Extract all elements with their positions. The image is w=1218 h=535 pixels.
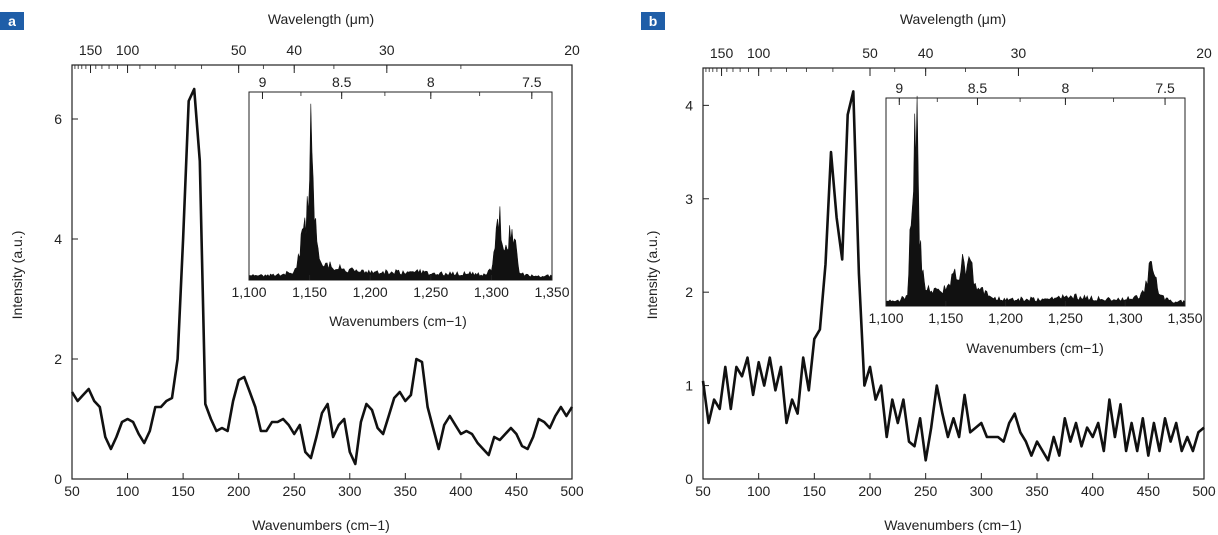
panel-a-y-tick-label: 4 — [54, 231, 62, 247]
panel-a-x-tick-label: 100 — [116, 483, 140, 499]
panel-a-x-tick-label: 400 — [449, 483, 473, 499]
panel-b-inset-x-tick-label: 1,100 — [868, 310, 903, 326]
panel-b-inset-spectrum — [885, 95, 1186, 307]
panel-b-top-tick-label: 40 — [918, 45, 934, 61]
panel-b-x-tick-label: 50 — [695, 483, 711, 499]
panel-b-x-tick-label: 350 — [1025, 483, 1049, 499]
panel-a-top-tick-label: 100 — [116, 42, 140, 58]
panel-a-top-axis-title: Wavelength (μm) — [268, 11, 374, 27]
panel-a-x-tick-label: 200 — [227, 483, 251, 499]
panel-a-inset: 1,100 1,150 1,200 1,250 1,300 1,350 9 8.5 8 7.5 — [231, 74, 569, 300]
panel-a-inset-spectrum — [248, 103, 553, 281]
panel-a-top-tick-label: 20 — [564, 42, 580, 58]
panel-b-x-tick-label: 400 — [1081, 483, 1105, 499]
panel-a-inset-top-tick-label: 7.5 — [522, 74, 542, 90]
panel-a-x-tick-label: 350 — [394, 483, 418, 499]
panel-b-top-tick-label: 20 — [1196, 45, 1212, 61]
panel-a-top-tick-label: 30 — [379, 42, 395, 58]
panel-a-plot-frame — [71, 64, 573, 480]
panel-b-plot: 50 100 150 200 250 300 350 400 450 500 0 1 2 3 4 150 100… — [685, 45, 1216, 499]
panel-b-inset-x-tick-label: 1,300 — [1108, 310, 1143, 326]
panel-a-inset-x-axis-title: Wavenumbers (cm−1) — [329, 313, 467, 329]
panel-b-y-tick-label: 1 — [685, 378, 693, 394]
panel-a-spectrum-line — [70, 87, 574, 466]
panel-b-inset-x-tick-label: 1,350 — [1167, 310, 1202, 326]
panel-a-x-tick-label: 500 — [560, 483, 584, 499]
panel-b-y-tick-label: 3 — [685, 191, 693, 207]
panel-a-inset-x-tick-label: 1,200 — [353, 284, 388, 300]
panel-b-y-tick-label: 2 — [685, 284, 693, 300]
panel-b-inset-top-tick-label: 7.5 — [1155, 80, 1175, 96]
panel-b-x-tick-label: 150 — [803, 483, 827, 499]
panel-b-x-tick-label: 450 — [1137, 483, 1161, 499]
panel-b-inset-top-tick-label: 8 — [1062, 80, 1070, 96]
panel-a: a Wavelength (μm) Wavenumbers (cm−1) Int… — [0, 11, 584, 533]
panel-a-top-tick-label: 40 — [286, 42, 302, 58]
panel-a-inset-x-tick-label: 1,100 — [231, 284, 266, 300]
panel-b-top-tick-label: 50 — [862, 45, 878, 61]
panel-b-x-tick-label: 100 — [747, 483, 771, 499]
panel-b: b Wavelength (μm) Wavenumbers (cm−1) Int… — [641, 11, 1216, 533]
panel-b-letter: b — [649, 13, 658, 29]
panel-b-plot-frame — [702, 67, 1205, 480]
panel-a-y-tick-label: 0 — [54, 471, 62, 487]
panel-b-x-axis-title: Wavenumbers (cm−1) — [884, 517, 1022, 533]
panel-a-top-tick-label: 50 — [231, 42, 247, 58]
panel-b-x-tick-label: 300 — [970, 483, 994, 499]
panel-b-top-tick-label: 100 — [747, 45, 771, 61]
panel-b-x-tick-label: 500 — [1192, 483, 1216, 499]
panel-b-y-tick-label: 0 — [685, 471, 693, 487]
panel-a-inset-x-tick-label: 1,150 — [292, 284, 327, 300]
panel-b-inset-x-tick-label: 1,150 — [928, 310, 963, 326]
panel-a-y-tick-label: 6 — [54, 111, 62, 127]
panel-b-inset-top-tick-label: 9 — [895, 80, 903, 96]
panel-a-x-tick-label: 300 — [338, 483, 362, 499]
panel-a-x-tick-label: 250 — [283, 483, 307, 499]
panel-b-top-tick-label: 150 — [710, 45, 734, 61]
panel-b-y-axis-title: Intensity (a.u.) — [644, 231, 660, 320]
panel-b-inset-top-tick-label: 8.5 — [968, 80, 988, 96]
panel-b-inset-x-tick-label: 1,200 — [988, 310, 1023, 326]
panel-a-inset-x-tick-label: 1,350 — [534, 284, 569, 300]
panel-b-inset: 1,100 1,150 1,200 1,250 1,300 1,350 9 8.5 8 7.5 — [868, 80, 1202, 326]
panel-b-top-axis-title: Wavelength (μm) — [900, 11, 1006, 27]
panel-b-y-tick-label: 4 — [685, 97, 693, 113]
panel-a-inset-top-tick-label: 9 — [259, 74, 267, 90]
panel-b-inset-x-tick-label: 1,250 — [1048, 310, 1083, 326]
panel-b-spectrum-line — [701, 90, 1205, 462]
panel-a-x-tick-label: 50 — [64, 483, 80, 499]
panel-a-y-tick-label: 2 — [54, 351, 62, 367]
panel-a-badge — [0, 12, 24, 30]
panel-b-inset-frame — [885, 97, 1186, 307]
panel-b-badge — [641, 12, 665, 30]
panel-a-x-tick-label: 150 — [171, 483, 195, 499]
panel-a-inset-x-tick-label: 1,250 — [413, 284, 448, 300]
panel-a-top-tick-label: 150 — [79, 42, 103, 58]
panel-a-inset-x-tick-label: 1,300 — [474, 284, 509, 300]
panel-a-x-axis-title: Wavenumbers (cm−1) — [252, 517, 390, 533]
panel-b-top-tick-label: 30 — [1011, 45, 1027, 61]
panel-b-inset-x-axis-title: Wavenumbers (cm−1) — [966, 340, 1104, 356]
panel-a-inset-top-tick-label: 8.5 — [332, 74, 352, 90]
panel-a-y-axis-title: Intensity (a.u.) — [9, 231, 25, 320]
panel-b-x-tick-label: 250 — [914, 483, 938, 499]
panel-a-letter: a — [8, 13, 16, 29]
panel-a-plot: 50 100 150 200 250 300 350 400 450 500 0 2 4 6 150 100 5… — [54, 42, 584, 499]
panel-a-inset-top-tick-label: 8 — [427, 74, 435, 90]
panel-b-x-tick-label: 200 — [858, 483, 882, 499]
panel-a-x-tick-label: 450 — [505, 483, 529, 499]
